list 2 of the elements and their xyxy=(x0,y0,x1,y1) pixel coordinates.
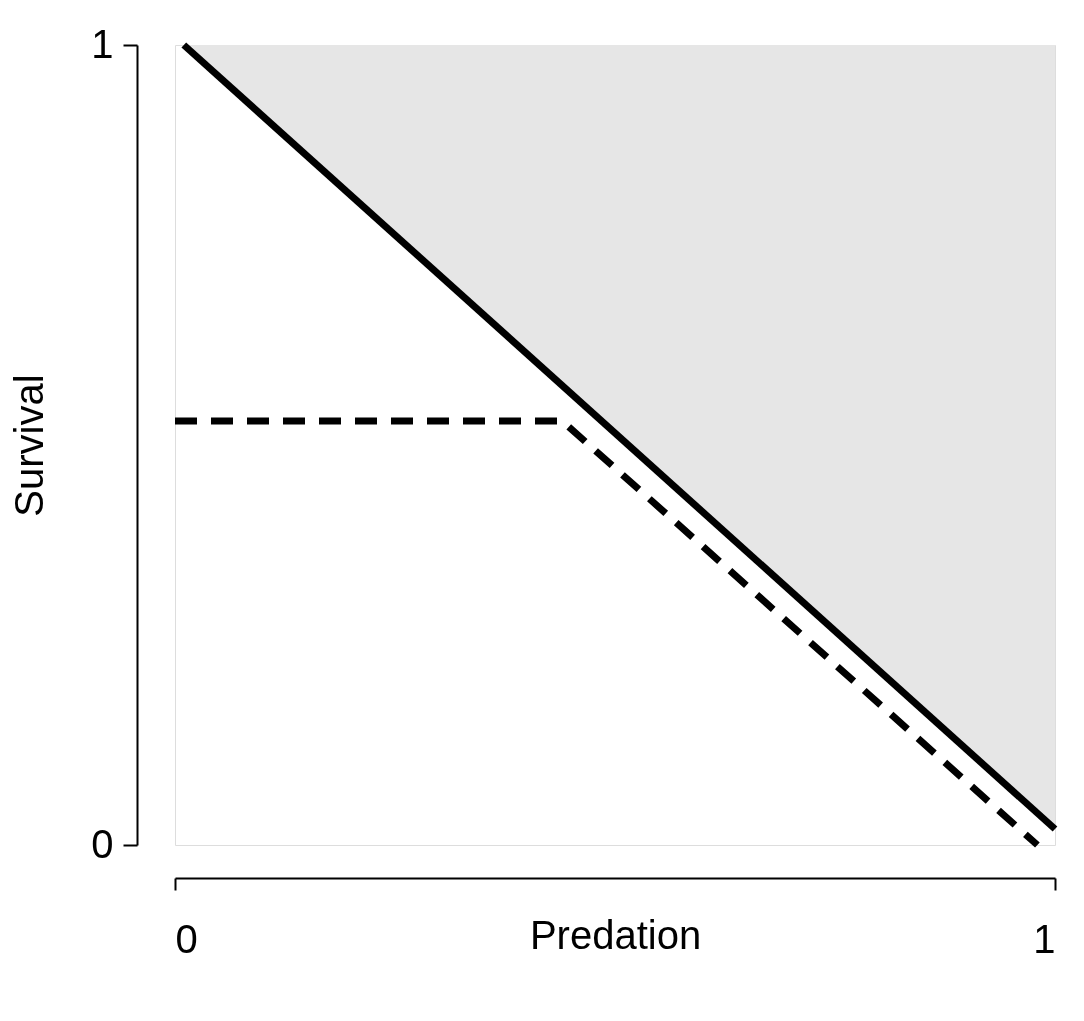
x-axis-title: Predation xyxy=(529,912,702,957)
y-axis-title: Survival xyxy=(7,374,52,517)
